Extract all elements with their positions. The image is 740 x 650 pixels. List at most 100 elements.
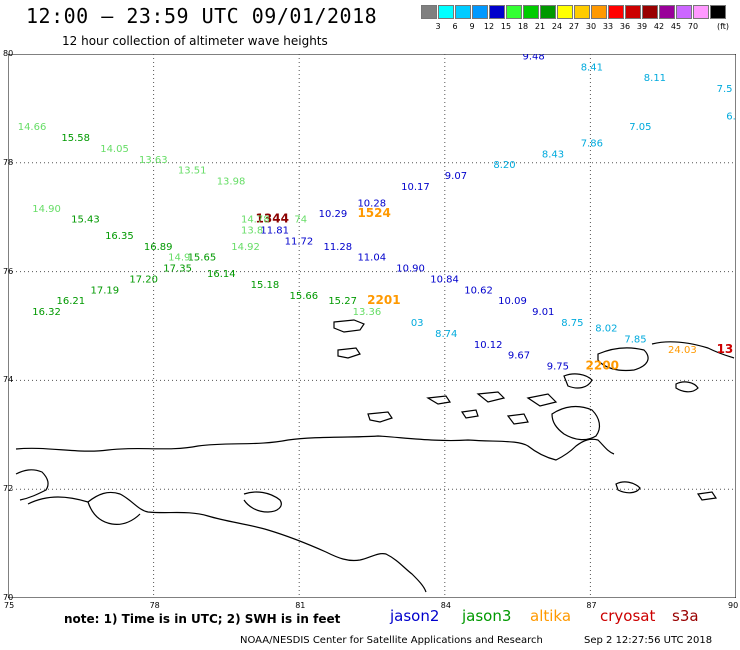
wave-height-label: 14.66 xyxy=(18,122,47,133)
wave-height-label: 9.01 xyxy=(532,307,554,318)
graticule xyxy=(8,54,736,598)
map-title: 12:00 – 23:59 UTC 09/01/2018 xyxy=(26,4,378,28)
footer-note: note: 1) Time is in UTC; 2) SWH is in fe… xyxy=(64,612,341,626)
colorbar-swatch xyxy=(523,5,539,19)
wave-height-label: 13.63 xyxy=(139,155,168,166)
colorbar-swatch xyxy=(421,5,437,19)
legend-jason3: jason3 xyxy=(462,607,512,625)
coastline xyxy=(15,319,735,593)
colorbar-tick-label: 33 xyxy=(602,22,614,31)
colorbar-swatch xyxy=(506,5,522,19)
coastline-gulf xyxy=(15,469,49,501)
latitude-label: 78 xyxy=(3,157,14,167)
wave-height-label: 11.04 xyxy=(357,253,386,264)
coastline-island-4 xyxy=(426,395,452,405)
generation-timestamp: Sep 2 12:27:56 UTC 2018 xyxy=(584,635,713,646)
colorbar-unit: (ft) xyxy=(717,22,730,31)
wave-height-label: 74 xyxy=(294,215,307,226)
wave-height-label: 1344 xyxy=(256,212,289,226)
wave-height-label: 15.27 xyxy=(328,296,357,307)
legend-s3a: s3a xyxy=(672,607,699,625)
colorbar-tick-label: 18 xyxy=(517,22,529,31)
legend-cryosat: cryosat xyxy=(600,607,656,625)
coastline-island-10 xyxy=(506,413,529,425)
wave-height-label: 8.20 xyxy=(493,160,515,171)
colorbar-tick-label: 15 xyxy=(500,22,512,31)
wave-height-label: 17.19 xyxy=(91,285,120,296)
longitude-label: 84 xyxy=(440,601,451,610)
colorbar-swatch xyxy=(693,5,709,19)
wave-height-label: 8.74 xyxy=(435,329,457,340)
wave-height-label: 8.11 xyxy=(644,73,666,84)
wave-height-label: 11.72 xyxy=(285,236,314,247)
wave-height-label: 15.43 xyxy=(71,215,100,226)
coastline-island-7 xyxy=(563,373,593,389)
longitude-label: 90 xyxy=(728,601,739,610)
latitude-label: 72 xyxy=(3,484,14,494)
coastline-island-14 xyxy=(675,381,699,393)
map-subtitle: 12 hour collection of altimeter wave hei… xyxy=(62,34,328,48)
coastline-peninsula xyxy=(27,491,427,593)
colorbar-swatch xyxy=(625,5,641,19)
wave-height-label: 8.41 xyxy=(581,62,603,73)
colorbar-tick-label: 45 xyxy=(670,22,682,31)
colorbar-swatch xyxy=(438,5,454,19)
coastline-island-8 xyxy=(597,347,649,372)
wave-height-label: 13.98 xyxy=(217,177,246,188)
wave-height-label: 14.05 xyxy=(100,144,129,155)
legend-jason2: jason2 xyxy=(390,607,440,625)
coastline-archipelago xyxy=(551,405,601,441)
colorbar-swatch xyxy=(676,5,692,19)
wave-height-label: 24.03 xyxy=(668,345,697,356)
coastline-island-5 xyxy=(476,391,506,403)
wave-height-label: 9.75 xyxy=(547,362,569,373)
colorbar-tick-label: 27 xyxy=(568,22,580,31)
wave-height-label: 9.07 xyxy=(445,171,467,182)
wave-height-label: 11.28 xyxy=(323,242,352,253)
coastline-island-2 xyxy=(337,347,361,359)
wave-height-label: 13 xyxy=(717,342,734,356)
colorbar-tick-label: 39 xyxy=(636,22,648,31)
wave-height-label: 16.14 xyxy=(207,269,236,280)
colorbar-swatch xyxy=(574,5,590,19)
wave-height-label: 14.90 xyxy=(32,204,61,215)
coastline-island-3 xyxy=(367,411,393,423)
wave-height-label: 15.58 xyxy=(61,133,90,144)
wave-height-label: 7.86 xyxy=(581,138,603,149)
wave-height-label: 7.05 xyxy=(629,122,651,133)
longitude-label: 78 xyxy=(149,601,160,610)
wave-height-label: 8.02 xyxy=(595,323,617,334)
wave-height-label: 7.5 xyxy=(717,84,733,95)
wave-height-label: 16.35 xyxy=(105,231,134,242)
colorbar-swatch xyxy=(659,5,675,19)
colorbar-swatch xyxy=(489,5,505,19)
wave-height-label: 10.90 xyxy=(396,264,425,275)
latitude-label: 76 xyxy=(3,266,14,276)
colorbar-tick-label: 36 xyxy=(619,22,631,31)
wave-height-label: 13.8 xyxy=(241,226,263,237)
colorbar-tick-label: 30 xyxy=(585,22,597,31)
colorbar-tick-label: 70 xyxy=(687,22,699,31)
wave-height-label: 9.48 xyxy=(522,54,544,62)
coastline-island-12 xyxy=(615,481,641,494)
coastline-island-11 xyxy=(460,409,479,419)
coastline-island-6 xyxy=(526,393,558,407)
wave-height-label: 14.92 xyxy=(231,242,260,253)
wave-height-label: 17.35 xyxy=(163,264,192,275)
wave-height-label: 17.20 xyxy=(129,274,158,285)
wave-height-label: 13.36 xyxy=(353,307,382,318)
wave-height-label: 1524 xyxy=(357,206,390,220)
wave-height-label: 13.51 xyxy=(178,166,207,177)
coastline-inlet xyxy=(243,491,282,513)
coastline-island-9 xyxy=(651,341,735,359)
wave-height-label: 10.17 xyxy=(401,182,430,193)
wave-height-label: 7.85 xyxy=(624,334,646,345)
wave-height-label: 10.12 xyxy=(474,340,503,351)
wave-height-label: 8.75 xyxy=(561,318,583,329)
colorbar-swatch xyxy=(455,5,471,19)
latitude-label: 70 xyxy=(3,593,14,602)
latitude-label: 80 xyxy=(3,49,14,58)
wave-height-label: 10.84 xyxy=(430,274,459,285)
wave-height-label: 8.43 xyxy=(542,149,564,160)
colorbar-tick-label: 6 xyxy=(452,22,458,31)
